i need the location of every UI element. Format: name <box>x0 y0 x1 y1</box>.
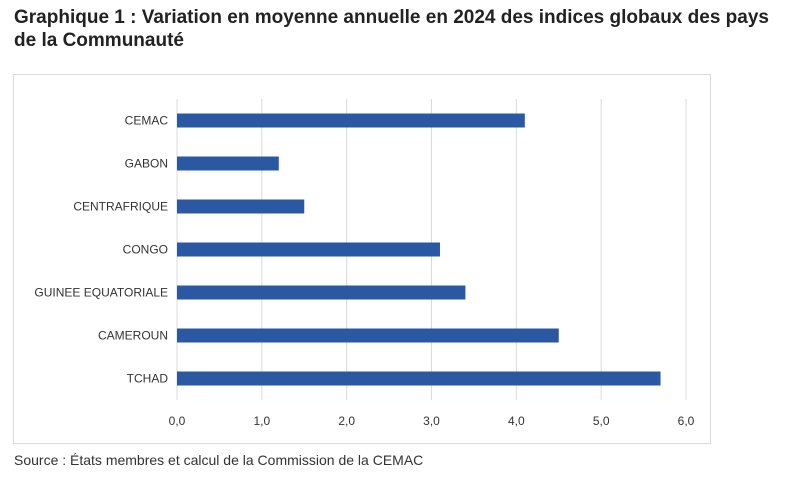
category-label: GABON <box>125 157 168 171</box>
category-label: CEMAC <box>125 114 169 128</box>
x-tick-label: 4,0 <box>508 414 525 428</box>
category-label: TCHAD <box>127 372 169 386</box>
chart-source: Source : États membres et calcul de la C… <box>14 452 424 468</box>
bar-cameroun <box>177 328 559 343</box>
category-label: CENTRAFRIQUE <box>73 200 168 214</box>
bar-gabon <box>177 156 279 171</box>
x-tick-label: 1,0 <box>253 414 270 428</box>
bar-tchad <box>177 371 661 386</box>
bar-guinee-equatoriale <box>177 285 466 300</box>
chart-title: Graphique 1 : Variation en moyenne annue… <box>14 7 769 51</box>
bar-centrafrique <box>177 199 305 214</box>
x-tick-label: 6,0 <box>678 414 695 428</box>
x-tick-label: 5,0 <box>593 414 610 428</box>
bar-cemac <box>177 113 525 128</box>
x-tick-label: 0,0 <box>169 414 186 428</box>
category-label: GUINEE EQUATORIALE <box>34 286 168 300</box>
x-tick-label: 2,0 <box>338 414 355 428</box>
category-label: CONGO <box>123 243 168 257</box>
category-label: CAMEROUN <box>98 329 168 343</box>
x-tick-label: 3,0 <box>423 414 440 428</box>
bar-congo <box>177 242 440 257</box>
